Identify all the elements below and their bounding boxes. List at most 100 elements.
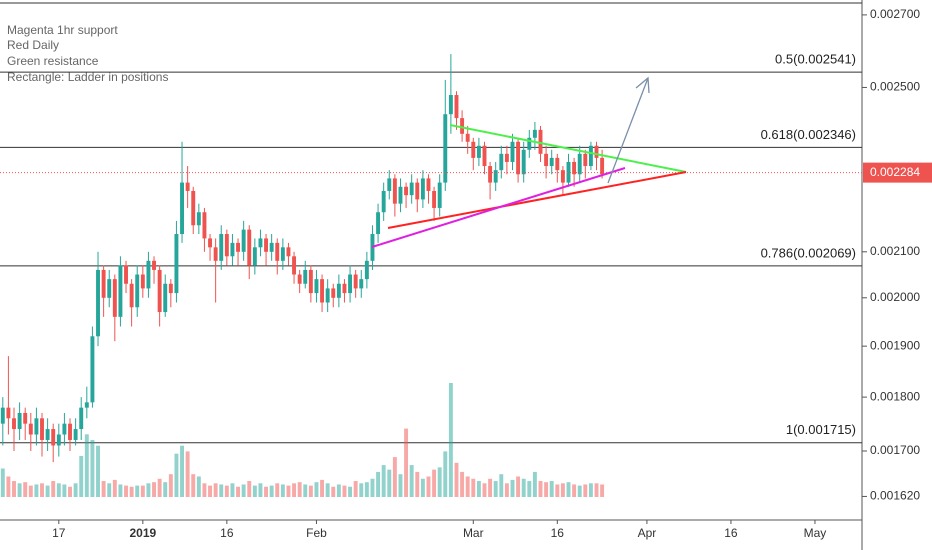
candle-body xyxy=(34,418,39,435)
volume-bar xyxy=(213,483,218,497)
volume-bar xyxy=(577,485,582,497)
candle-body xyxy=(112,279,117,317)
volume-bar xyxy=(230,483,235,497)
candle-body xyxy=(62,423,67,435)
volume-bar xyxy=(96,445,100,497)
candle-body xyxy=(258,238,263,248)
candle-body xyxy=(191,190,196,226)
candle-body xyxy=(96,269,100,337)
candle-body xyxy=(588,145,593,167)
candle-body xyxy=(566,161,571,183)
volume-bar xyxy=(34,484,39,497)
candle-body xyxy=(577,153,582,175)
volume-bar xyxy=(185,451,190,497)
volume-bar xyxy=(28,485,33,497)
volume-bar xyxy=(264,486,269,497)
volume-bar xyxy=(68,486,72,497)
candle-body xyxy=(510,141,515,162)
candle-body xyxy=(387,178,392,191)
volume-bar xyxy=(549,481,554,497)
volume-bar xyxy=(527,481,532,497)
candle-body xyxy=(303,269,308,284)
candle-body xyxy=(23,412,28,424)
hourly-support-line xyxy=(371,167,626,248)
volume-bar xyxy=(292,483,297,497)
candle-body xyxy=(527,137,532,150)
volume-bar xyxy=(370,478,375,497)
candle-body xyxy=(443,114,448,183)
candle-body xyxy=(583,153,588,167)
volume-bar xyxy=(23,482,28,497)
volume-bar xyxy=(443,451,448,497)
volume-bar xyxy=(516,476,521,497)
x-tick-label: 2019 xyxy=(129,526,156,540)
candle-body xyxy=(460,118,465,134)
candle-body xyxy=(73,429,78,440)
volume-bar xyxy=(146,483,151,497)
volume-bar xyxy=(544,482,549,497)
candle-body xyxy=(560,170,565,183)
volume-bar xyxy=(594,483,599,497)
candle-body xyxy=(6,407,11,419)
volume-bar xyxy=(56,483,61,497)
candle-body xyxy=(202,212,207,239)
candle-body xyxy=(292,256,297,275)
volume-bar xyxy=(84,434,89,497)
candle-body xyxy=(152,260,156,270)
volume-bar xyxy=(118,484,123,497)
volume-bar xyxy=(73,483,78,497)
y-tick-label: 0.002700 xyxy=(870,7,920,21)
volume-bar xyxy=(297,482,302,497)
last-price-box xyxy=(863,162,932,183)
candle-body xyxy=(359,279,364,289)
x-tick-label: May xyxy=(804,526,827,540)
candle-body xyxy=(331,288,336,298)
volume-bar xyxy=(45,485,50,497)
volume-bar xyxy=(532,471,537,497)
volume-bar xyxy=(460,471,465,497)
volume-bar xyxy=(600,484,605,497)
candle-body xyxy=(297,274,302,284)
candle-body xyxy=(275,242,280,261)
candle-body xyxy=(12,418,16,430)
volume-bar xyxy=(12,481,16,497)
volume-bar xyxy=(465,476,470,497)
volume-bar xyxy=(488,478,493,497)
level-label: 1(0.001715) xyxy=(786,422,856,437)
candle-body xyxy=(146,260,151,289)
candle-body xyxy=(364,260,369,280)
candle-body xyxy=(555,157,560,171)
volume-bar xyxy=(437,467,442,497)
candle-body xyxy=(51,429,56,446)
candle-body xyxy=(504,153,509,162)
volume-bar xyxy=(448,383,453,497)
volume-bar xyxy=(348,486,353,497)
volume-bar xyxy=(208,485,212,497)
y-tick-label: 0.001700 xyxy=(870,443,920,457)
candle-body xyxy=(314,279,319,294)
y-tick-label: 0.001620 xyxy=(870,489,920,503)
candle-body xyxy=(482,145,487,167)
candle-body xyxy=(516,141,521,175)
candle-body xyxy=(342,283,347,294)
candle-body xyxy=(247,229,252,266)
volume-bar xyxy=(426,476,431,497)
candle-body xyxy=(325,288,330,303)
volume-bar xyxy=(415,471,420,497)
volume-bar xyxy=(17,483,22,497)
volume-bar xyxy=(504,483,509,497)
candle-body xyxy=(353,274,358,289)
candle-body xyxy=(499,153,504,171)
candle-body xyxy=(549,157,554,167)
candle-body xyxy=(471,141,476,158)
volume-bar xyxy=(336,484,341,497)
volume-bar xyxy=(40,483,44,497)
volume-bar xyxy=(124,485,128,497)
volume-bar xyxy=(409,465,414,497)
candle-body xyxy=(68,423,72,440)
volume-bar xyxy=(168,474,173,497)
volume-bar xyxy=(101,481,106,497)
x-tick-label: Mar xyxy=(463,526,484,540)
